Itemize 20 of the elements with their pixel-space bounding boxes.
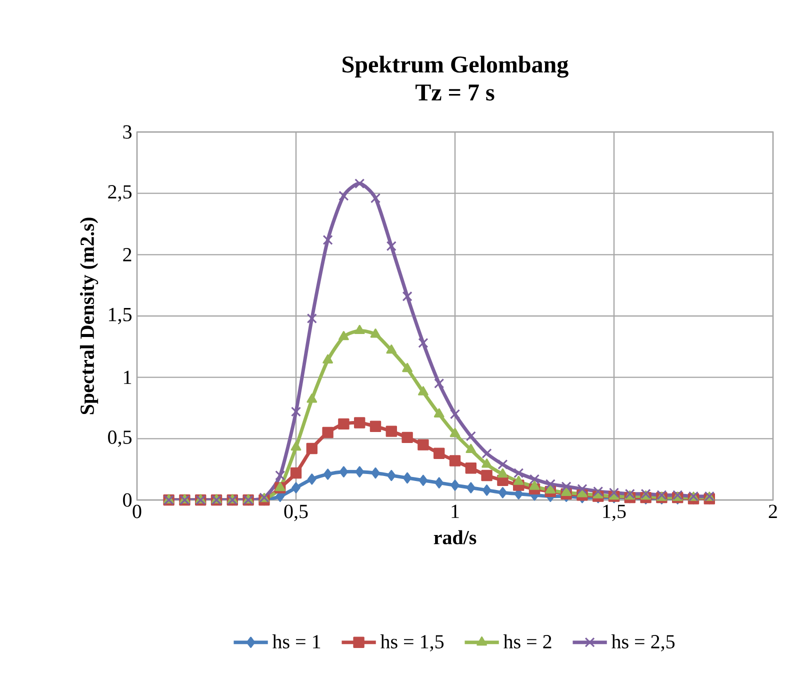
y-tick-label: 2,5	[108, 185, 132, 202]
x-tick-label: 0,5	[284, 504, 308, 522]
y-tick-label: 2	[123, 248, 132, 262]
x-tick-label: 1,5	[603, 504, 626, 521]
y-axis-title: Spectral Density (m2.s)	[80, 218, 98, 414]
legend-label: hs = 2	[503, 634, 552, 648]
y-tick-label: 1	[124, 370, 132, 384]
y-tick-label: 3	[123, 125, 132, 139]
legend-label: hs = 1	[272, 634, 320, 648]
chart-title: Spektrum Gelombang	[342, 56, 568, 78]
y-tick-label: 1,5	[109, 308, 132, 324]
x-tick-label: 0	[132, 504, 142, 518]
x-tick-label: 1	[452, 504, 459, 518]
y-tick-label: 0	[123, 493, 132, 507]
y-tick-label: 0,5	[108, 430, 132, 447]
legend-label: hs = 1,5	[380, 634, 444, 652]
x-axis-title: rad/s	[434, 530, 476, 544]
legend-label: hs = 2,5	[611, 634, 675, 652]
x-tick-label: 2	[768, 504, 777, 518]
chart-subtitle: Tz = 7 s	[416, 84, 494, 101]
